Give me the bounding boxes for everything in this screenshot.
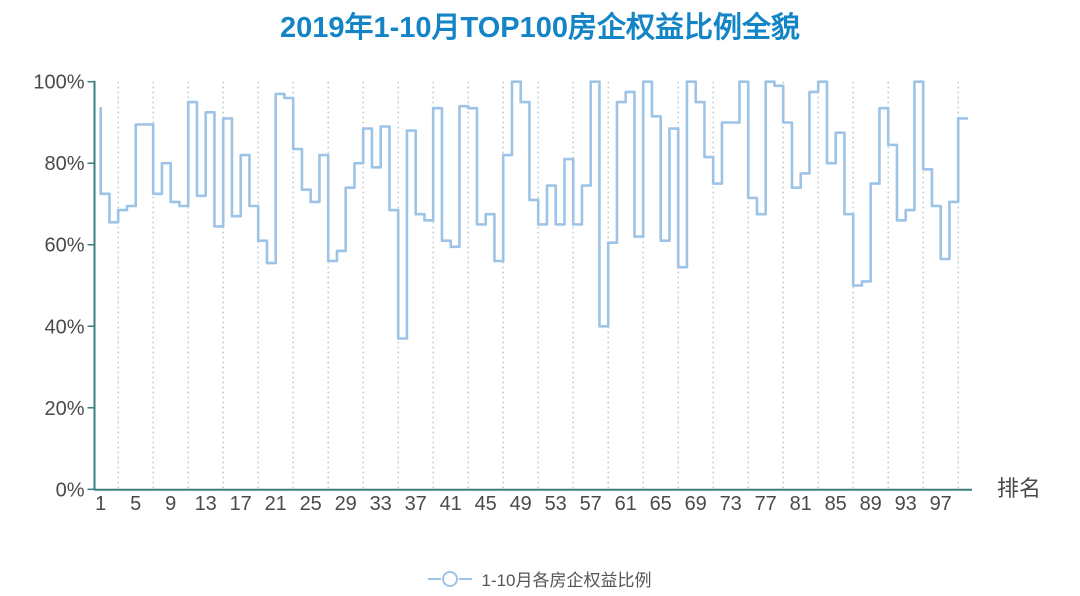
x-tick-label: 9 bbox=[165, 493, 176, 515]
x-tick-label: 85 bbox=[825, 493, 847, 515]
x-tick-label: 5 bbox=[130, 493, 141, 515]
x-tick-label: 65 bbox=[650, 493, 672, 515]
x-tick-label: 37 bbox=[405, 493, 427, 515]
x-tick-label: 29 bbox=[335, 493, 357, 515]
legend-label: 1-10月各房企权益比例 bbox=[481, 571, 652, 590]
x-tick-label: 57 bbox=[580, 493, 602, 515]
x-tick-label: 61 bbox=[615, 493, 637, 515]
x-tick-label: 25 bbox=[300, 493, 322, 515]
x-tick-label: 81 bbox=[790, 493, 812, 515]
x-tick-label: 93 bbox=[895, 493, 917, 515]
y-tick-label: 20% bbox=[44, 398, 84, 420]
x-tick-label: 73 bbox=[720, 493, 742, 515]
y-tick-label: 100% bbox=[33, 72, 84, 94]
x-tick-label: 1 bbox=[95, 493, 106, 515]
x-tick-label: 41 bbox=[440, 493, 462, 515]
equity-ratio-step-line bbox=[99, 80, 969, 340]
x-tick-label: 45 bbox=[475, 493, 497, 515]
legend[interactable]: 1-10月各房企权益比例 bbox=[0, 566, 1080, 591]
x-tick-label: 49 bbox=[510, 493, 532, 515]
x-tick-label: 53 bbox=[545, 493, 567, 515]
x-tick-label: 77 bbox=[755, 493, 777, 515]
y-tick-label: 80% bbox=[44, 153, 84, 175]
x-tick-label: 89 bbox=[860, 493, 882, 515]
x-tick-label: 21 bbox=[265, 493, 287, 515]
x-tick-label: 69 bbox=[685, 493, 707, 515]
x-tick-label: 13 bbox=[195, 493, 217, 515]
chart-title: 2019年1-10月TOP100房企权益比例全貌 bbox=[279, 12, 801, 44]
x-tick-label: 97 bbox=[930, 493, 952, 515]
legend-marker-icon bbox=[428, 570, 473, 588]
y-tick-label: 40% bbox=[44, 316, 84, 338]
y-tick-label: 0% bbox=[56, 479, 85, 501]
x-tick-label: 17 bbox=[230, 493, 252, 515]
x-tick-label: 33 bbox=[370, 493, 392, 515]
y-tick-label: 60% bbox=[44, 235, 84, 257]
x-axis-unit-label: 排名 bbox=[997, 476, 1042, 501]
